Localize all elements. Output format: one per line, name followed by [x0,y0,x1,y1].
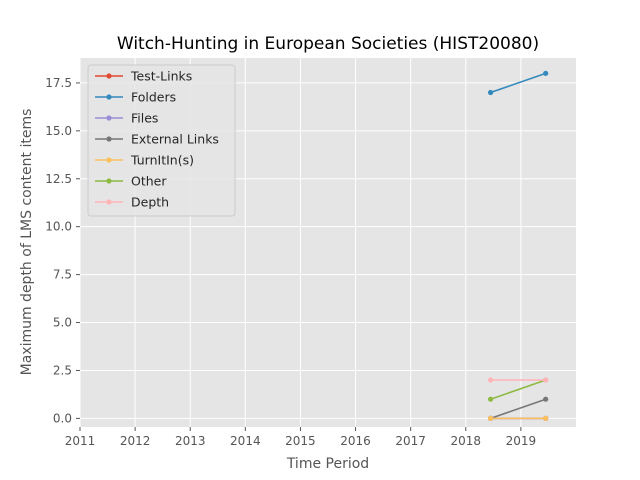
series-line-external-links [490,398,546,420]
series-turnitin-s [487,415,549,421]
chart-title: Witch-Hunting in European Societies (HIS… [117,34,539,54]
grid-lines [79,58,576,427]
y-axis-label: Maximum depth of LMS content items [19,109,35,376]
legend-label: Test-Links [130,69,192,84]
legend-label: Folders [131,90,176,105]
data-point-depth [487,377,494,383]
x-tick-label: 2016 [340,434,371,448]
series-line-folders [490,72,546,94]
x-axis-label: Time Period [286,456,369,472]
y-tick-label: 12.5 [45,172,72,186]
y-axis-ticks: 0.0 2.5 5.0 7.5 10.0 12.5 15.0 17.5 [45,76,80,425]
x-tick-label: 2017 [395,434,426,448]
data-point-turnitin-s [487,415,494,421]
x-axis-ticks: 2011 2012 2013 2014 2015 2016 2017 2018 2019 [65,427,536,448]
data-point-external-links [543,396,549,402]
x-tick-label: 2015 [285,434,316,448]
legend-label: Depth [131,195,169,210]
y-tick-label: 5.0 [53,316,72,330]
data-point-folders [543,70,549,76]
legend-marker [106,73,112,79]
data-point-turnitin-s [543,415,549,421]
legend-label: Other [131,174,167,189]
legend-item-other: Other [95,174,167,189]
x-tick-label: 2012 [120,434,151,448]
x-tick-label: 2018 [451,434,482,448]
series-depth [487,377,549,383]
legend: Test-Links Folders Files External Links Turn… [87,64,236,217]
y-tick-label: 7.5 [53,268,72,282]
data-point-other [487,396,494,402]
legend-marker [106,94,112,100]
y-tick-label: 15.0 [45,124,72,138]
legend-marker [106,157,112,163]
x-tick-label: 2014 [230,434,261,448]
data-point-folders [487,89,494,96]
legend-marker [106,199,112,205]
y-tick-label: 17.5 [45,76,72,90]
series-layer [487,70,549,421]
series-folders [487,70,549,96]
y-tick-label: 0.0 [53,411,72,425]
data-point-depth [543,377,549,383]
legend-item-turnitin-s: TurnItIn(s) [95,153,194,168]
legend-label: TurnItIn(s) [130,153,194,168]
x-tick-label: 2019 [506,434,537,448]
legend-item-test-links: Test-Links [95,69,192,84]
legend-label: External Links [131,132,219,147]
legend-item-depth: Depth [95,195,169,210]
legend-box [87,64,236,217]
x-tick-label: 2011 [65,434,96,448]
legend-item-external-links: External Links [95,132,219,147]
legend-marker [106,178,112,184]
legend-item-folders: Folders [95,90,176,105]
legend-item-files: Files [95,111,158,126]
x-tick-label: 2013 [175,434,206,448]
y-tick-label: 10.0 [45,220,72,234]
legend-marker [106,136,112,142]
y-tick-label: 2.5 [53,363,72,377]
legend-label: Files [131,111,158,126]
series-line-other [490,379,546,400]
legend-marker [106,115,112,121]
